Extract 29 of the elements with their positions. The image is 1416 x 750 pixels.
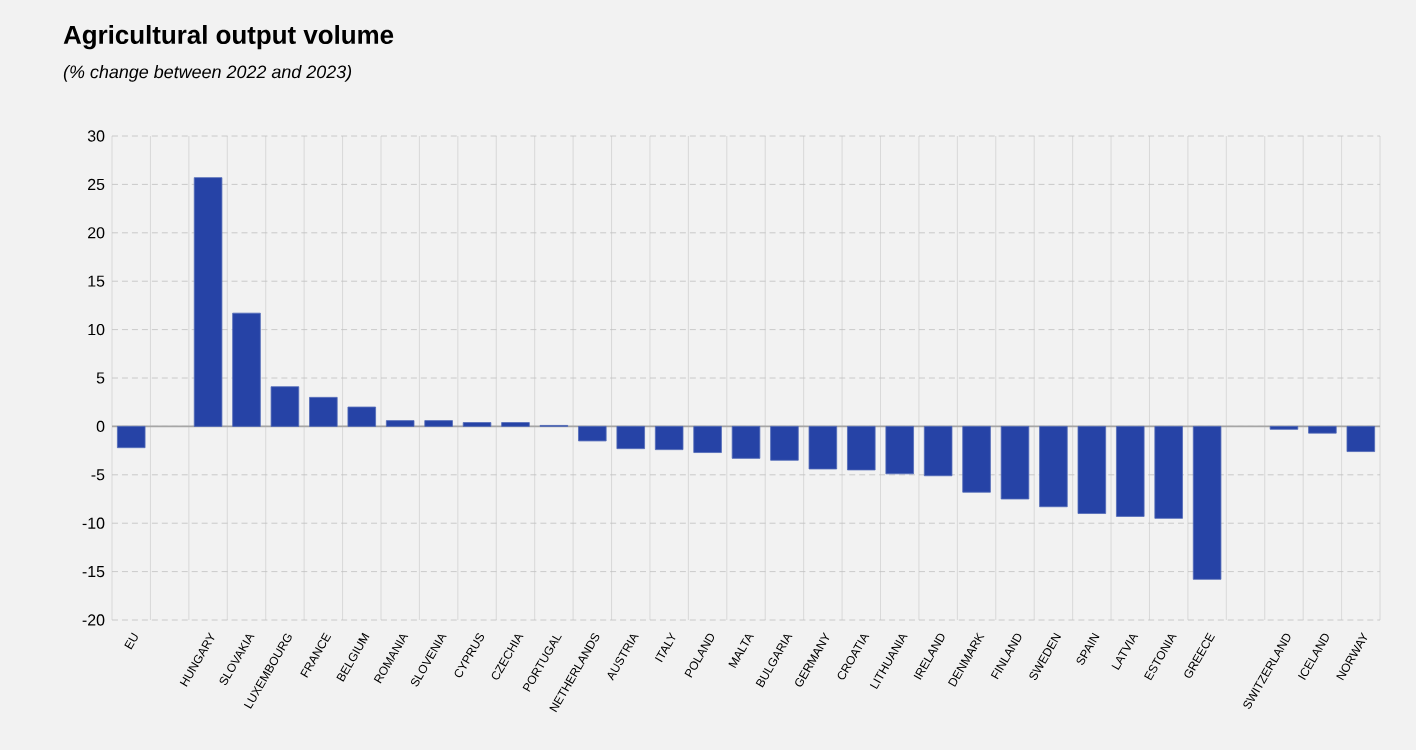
chart-title: Agricultural output volume — [63, 25, 394, 50]
bar — [654, 426, 684, 451]
bar — [309, 396, 338, 427]
bar — [770, 426, 799, 461]
bar — [885, 426, 914, 475]
bar — [232, 312, 261, 427]
bar — [385, 420, 415, 427]
bar — [347, 406, 376, 427]
bar — [1000, 426, 1030, 500]
bar — [923, 426, 953, 477]
bar — [1039, 426, 1068, 508]
bar — [1308, 426, 1337, 434]
bar — [578, 426, 607, 442]
bar — [847, 426, 876, 471]
bar — [193, 177, 223, 427]
chart-subtitle: (% change between 2022 and 2023) — [63, 65, 352, 82]
bar — [1154, 426, 1183, 519]
bar — [693, 426, 722, 453]
bar — [616, 426, 645, 450]
bar — [1116, 426, 1145, 517]
bar — [1346, 426, 1376, 452]
bar — [1192, 426, 1222, 580]
bar — [116, 426, 146, 449]
bar — [808, 426, 838, 470]
bar — [1077, 426, 1107, 514]
bar — [962, 426, 991, 493]
bar — [731, 426, 761, 459]
bar — [270, 386, 300, 427]
bar — [424, 420, 453, 427]
